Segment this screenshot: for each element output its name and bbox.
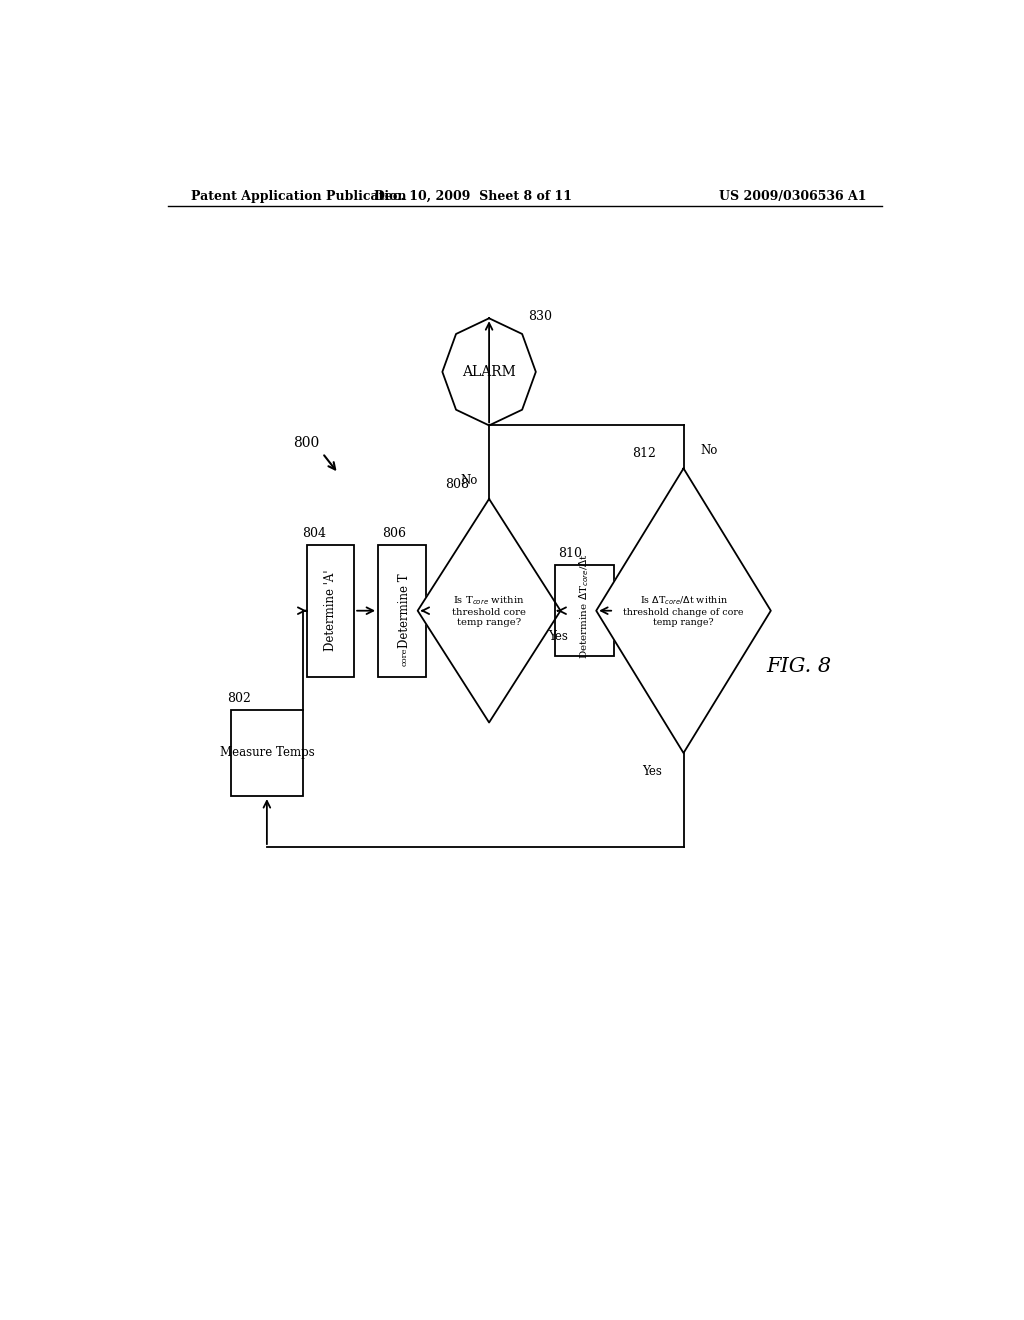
Polygon shape (596, 469, 771, 752)
Text: 810: 810 (558, 546, 583, 560)
Bar (306, 545, 354, 677)
Bar (555, 565, 614, 656)
Text: Measure Temps: Measure Temps (219, 747, 314, 759)
Text: 800: 800 (294, 436, 319, 450)
Text: Determine 'A': Determine 'A' (324, 570, 337, 652)
Text: US 2009/0306536 A1: US 2009/0306536 A1 (719, 190, 866, 202)
Text: Yes: Yes (642, 764, 662, 777)
Bar (378, 545, 426, 677)
Text: 802: 802 (227, 692, 251, 705)
Text: Is $\Delta$T$_{core}$/$\Delta$t within
threshold change of core
temp range?: Is $\Delta$T$_{core}$/$\Delta$t within t… (624, 594, 743, 627)
Polygon shape (418, 499, 560, 722)
Text: Patent Application Publication: Patent Application Publication (191, 190, 407, 202)
Text: core: core (400, 647, 409, 665)
Text: 808: 808 (445, 478, 469, 491)
Text: No: No (461, 474, 478, 487)
Text: 806: 806 (382, 527, 406, 540)
Text: 812: 812 (632, 447, 655, 461)
Text: Dec. 10, 2009  Sheet 8 of 11: Dec. 10, 2009 Sheet 8 of 11 (374, 190, 572, 202)
Text: Is T$_{core}$ within
threshold core
temp range?: Is T$_{core}$ within threshold core temp… (452, 594, 526, 627)
Text: 830: 830 (528, 310, 552, 323)
Text: No: No (700, 444, 718, 457)
Text: Yes: Yes (548, 630, 567, 643)
Text: Determine $\Delta$T$_{core}$/$\Delta$t: Determine $\Delta$T$_{core}$/$\Delta$t (578, 553, 591, 659)
Text: FIG. 8: FIG. 8 (766, 657, 831, 676)
Polygon shape (442, 318, 536, 425)
Text: Determine T: Determine T (397, 573, 411, 648)
Text: ALARM: ALARM (462, 364, 516, 379)
Text: 804: 804 (303, 527, 327, 540)
Bar (231, 710, 303, 796)
